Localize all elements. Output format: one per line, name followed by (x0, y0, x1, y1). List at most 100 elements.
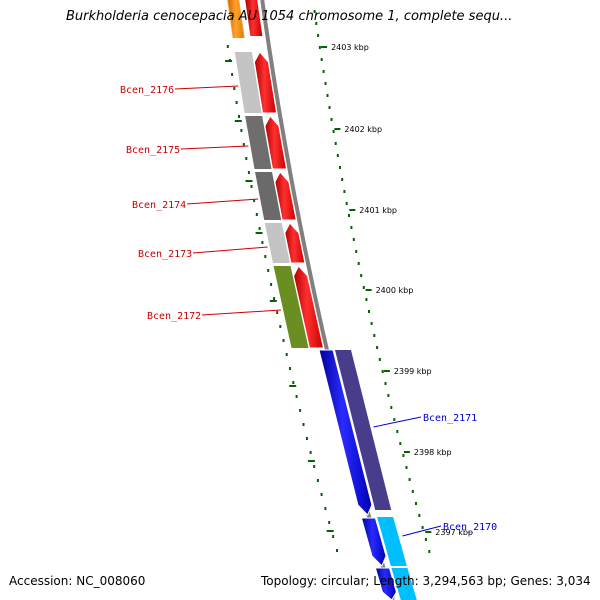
ruler-dot (320, 493, 323, 496)
gene-label-bcen-2171[interactable]: Bcen_2171 (423, 413, 477, 424)
ruler-major-tick (269, 300, 277, 302)
topology-summary: Topology: circular; Length: 3,294,563 bp… (261, 574, 591, 588)
gene-label-bcen-2175[interactable]: Bcen_2175 (126, 145, 180, 156)
ruler-dot (384, 382, 387, 385)
feature-band-bcen-2173 (264, 223, 290, 263)
ruler-dot (326, 94, 329, 97)
ruler-label-tick (425, 531, 432, 533)
gene-arrows (228, 0, 397, 600)
feature-band-bcen-2171 (334, 350, 392, 510)
gene-label-bcen-2176[interactable]: Bcen_2176 (120, 85, 174, 96)
ruler-dot (320, 58, 323, 61)
gene-arrow-bcen-2172[interactable] (293, 265, 325, 349)
ruler-dot (418, 514, 421, 517)
gene-arrow-bcen-2175[interactable] (264, 115, 288, 170)
ruler-dot (393, 418, 396, 421)
feature-band-bcen-2175 (245, 116, 272, 169)
ruler-tick-dots (225, 10, 431, 553)
ruler-major-tick (255, 232, 263, 234)
leader-line (201, 309, 282, 316)
ruler-tick-label: 2401 kbp (359, 206, 397, 215)
ruler-dot (332, 535, 335, 538)
feature-band-bcen-2170 (377, 517, 407, 566)
ruler-dot (405, 466, 408, 469)
accession-label: Accession: NC_008060 (9, 574, 146, 588)
ruler-dot (332, 130, 335, 133)
ruler-dot (279, 325, 282, 328)
ruler-dot (318, 46, 321, 49)
gene-label-bcen-2173[interactable]: Bcen_2173 (138, 249, 192, 260)
ruler-dot (352, 238, 355, 241)
ruler-dot (313, 465, 316, 468)
ruler-dot (295, 395, 298, 398)
gene-arrow-bcen-2171[interactable] (318, 349, 373, 516)
leader-line (192, 246, 268, 254)
ruler-dot (315, 22, 318, 25)
ruler-tick-label: 2402 kbp (344, 125, 382, 134)
ruler-tick-label: 2403 kbp (331, 43, 369, 52)
ruler-dot (411, 490, 414, 493)
ruler-dot (253, 199, 256, 202)
gene-arrow-bcen-2174[interactable] (274, 171, 297, 221)
ruler-dot (258, 227, 261, 230)
gene-arrow-bcen-2176[interactable] (253, 51, 278, 114)
ruler-dot (309, 451, 312, 454)
ruler-dot (336, 549, 338, 552)
ruler-dot (231, 73, 234, 76)
ruler-dot (350, 226, 353, 229)
ruler-dot (328, 521, 331, 524)
ruler-dot (235, 101, 238, 104)
ruler-dot (282, 339, 285, 342)
ruler-dot (245, 157, 248, 160)
ruler-dot (233, 87, 236, 90)
ruler-label-tick (403, 451, 410, 453)
gene-arrow-bcen-2173[interactable] (284, 222, 306, 264)
ruler-dot (292, 381, 295, 384)
ruler-dot (299, 409, 302, 412)
gene-label-bcen-2174[interactable]: Bcen_2174 (132, 200, 186, 211)
feature-band-bcen-2174 (255, 172, 282, 220)
ruler-dot (343, 190, 346, 193)
map-title: Burkholderia cenocepacia AU 1054 chromos… (66, 9, 513, 24)
gene-label-bcen-2170[interactable]: Bcen_2170 (443, 522, 497, 533)
ruler-label-tick (334, 128, 341, 130)
ruler-dot (240, 129, 243, 132)
ruler-dot (316, 479, 319, 482)
ruler-dot (261, 241, 264, 244)
ruler-dot (415, 502, 417, 505)
gene-label-bcen-2172[interactable]: Bcen_2172 (147, 311, 201, 322)
gene-label-leaders: Bcen_2176 Bcen_2175 Bcen_2174 Bcen_2173 Bcen… (120, 85, 497, 537)
ruler-tick-label: 2397 kbp (435, 528, 473, 537)
ruler-dot (324, 82, 327, 85)
gene-arrow-bcen-2170[interactable] (360, 517, 387, 567)
ruler-dot (238, 115, 240, 118)
ruler-dot (390, 406, 393, 409)
partial-gene-arrow (245, 0, 263, 36)
ruler-dot (355, 250, 358, 253)
ruler-dot (336, 154, 339, 157)
ruler-label-tick (349, 209, 356, 211)
gene-arrow-bcen-2170[interactable] (374, 567, 397, 600)
ruler-dot (334, 142, 337, 145)
ruler-dot (424, 538, 427, 541)
ruler-major-tick (326, 530, 334, 532)
ruler-dot (378, 358, 381, 361)
ruler-dot (313, 10, 316, 13)
ruler-tick-label: 2400 kbp (376, 286, 414, 295)
leader-line (186, 198, 259, 205)
ruler-dot (242, 143, 245, 146)
leader-line (174, 85, 239, 90)
ruler-dot (330, 118, 333, 121)
ruler-dot (360, 274, 363, 277)
ruler-major-tick (307, 460, 315, 462)
ruler-major-tick (289, 385, 297, 387)
ruler-dot (368, 310, 370, 313)
ruler-tick-label: 2399 kbp (394, 367, 432, 376)
ruler-dot (428, 550, 431, 553)
ruler-dot (339, 166, 341, 169)
ruler-dot (322, 70, 325, 73)
ruler-major-tick (245, 180, 253, 182)
ruler-dot (376, 346, 379, 349)
ruler-dot (421, 526, 424, 529)
